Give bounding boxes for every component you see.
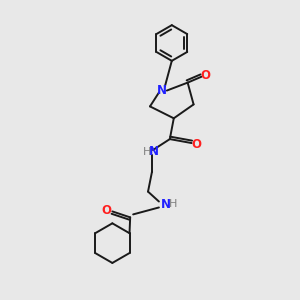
- Text: O: O: [192, 138, 202, 151]
- Text: N: N: [161, 198, 171, 211]
- Text: O: O: [101, 204, 111, 217]
- Text: N: N: [149, 146, 159, 158]
- Text: H: H: [143, 147, 151, 157]
- Text: O: O: [200, 69, 211, 82]
- Text: H: H: [169, 200, 177, 209]
- Text: N: N: [157, 84, 167, 97]
